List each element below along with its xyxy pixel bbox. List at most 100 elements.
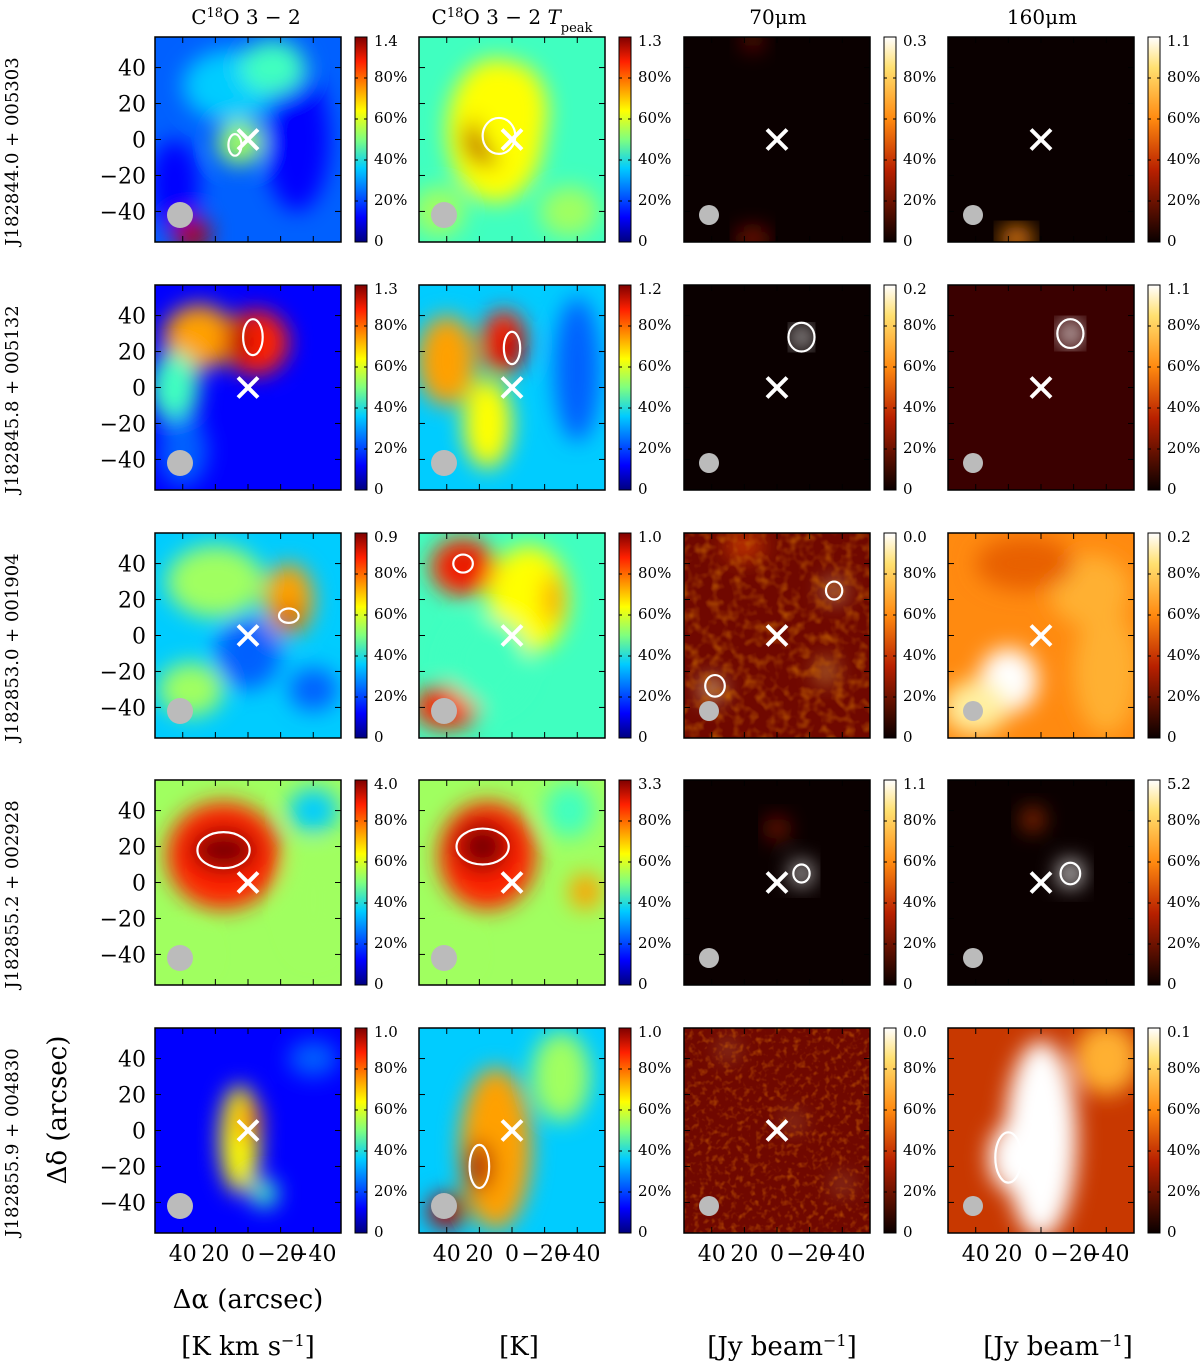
x-tick-label: −20 [257, 1242, 303, 1267]
contour-line [468, 1143, 491, 1190]
colorbar-percent-label: 20% [1167, 934, 1200, 952]
colorbar-percent-label: 60% [638, 1100, 671, 1118]
row-label-source-5: J182855.9 + 004830 [2, 1048, 23, 1238]
contour-line [704, 673, 726, 698]
panel-ticks [684, 780, 870, 985]
x-tick-label: 40 [169, 1242, 197, 1267]
colorbar-r4-c4: 5.2 80% 60% 40% 20% 0 [1147, 775, 1200, 993]
colorbar-percent-label: 20% [903, 439, 936, 457]
panel-ticks [155, 533, 341, 738]
y-axis-label: Δδ (arcsec) [43, 1036, 73, 1185]
colorbar-percent-label: 80% [638, 811, 671, 829]
colorbar-percent-label: 60% [1167, 852, 1200, 870]
colorbar-percent-label: 80% [374, 564, 407, 582]
emission-blob [736, 229, 769, 242]
beam-ellipse [431, 1193, 457, 1219]
beam-ellipse [699, 701, 719, 721]
colorbar-percent-label: 40% [903, 398, 936, 416]
emission-blob [239, 40, 306, 95]
beam-ellipse [431, 450, 457, 476]
colorbar-max-label: 0.3 [903, 32, 927, 50]
beam-ellipse [167, 698, 193, 724]
emission-blob [1023, 808, 1043, 831]
y-tick-label: −20 [100, 660, 146, 685]
x-tick-label: 40 [962, 1242, 990, 1267]
map-panel-r2-c1 [154, 284, 342, 491]
colorbar-percent-label: 40% [638, 150, 671, 168]
map-panel-r2-c4 [947, 284, 1135, 491]
emission-blob [1073, 608, 1134, 735]
row-label-source-2: J182845.8 + 005132 [2, 305, 23, 495]
colorbar-r5-c1: 1.0 80% 60% 40% 20% 0 [354, 1023, 407, 1241]
map-panel-r4-c1 [154, 779, 342, 986]
colorbar-percent-label: 20% [638, 1182, 671, 1200]
colorbar-max-label: 1.2 [638, 280, 662, 298]
colorbar-percent-label: 40% [903, 1141, 936, 1159]
colorbar-percent-label: 80% [903, 316, 936, 334]
y-tick-label: 20 [118, 836, 146, 861]
x-tick-label: −40 [1083, 1242, 1129, 1267]
column-header-1: C18O 3 − 2 [191, 5, 301, 29]
colorbar-percent-label: 20% [903, 687, 936, 705]
x-tick-label: 40 [698, 1242, 726, 1267]
emission-blob [554, 297, 601, 442]
colorbar-scale [618, 779, 632, 986]
unit-label-3: [Jy beam−1] [707, 1331, 856, 1363]
colorbar-percent-label: 40% [638, 646, 671, 664]
colorbar-percent-label: 40% [1167, 150, 1200, 168]
colorbar-percent-label: 20% [638, 934, 671, 952]
emission-blob [419, 315, 477, 406]
colorbar-scale [354, 284, 368, 491]
colorbar-scale [1147, 779, 1161, 986]
panel-ticks [948, 1028, 1134, 1233]
emission-blob [251, 1179, 278, 1208]
beam-ellipse [167, 1193, 193, 1219]
y-tick-label: 20 [118, 341, 146, 366]
source-position-marker [765, 1119, 789, 1142]
row-label-source-1: J182844.0 + 005303 [2, 57, 23, 247]
colorbar-r1-c2: 1.3 80% 60% 40% 20% 0 [618, 32, 671, 250]
emission-blob [264, 67, 330, 212]
column-header-3: 70μm [749, 5, 806, 29]
x-tick-label: −20 [786, 1242, 832, 1267]
panel-ticks [155, 780, 341, 985]
source-position-marker [500, 624, 524, 647]
emission-blob [791, 862, 812, 885]
emission-blob [288, 788, 338, 833]
emission-blob [1000, 225, 1033, 242]
map-panel-r3-c1 [154, 532, 342, 739]
emission-blob [767, 817, 787, 840]
beam-ellipse [699, 453, 719, 473]
unit-label-2: [K] [499, 1332, 539, 1362]
colorbar-scale [618, 284, 632, 491]
colorbar-percent-label: 40% [903, 646, 936, 664]
x-tick-label: 0 [241, 1242, 255, 1267]
y-tick-label: 40 [118, 1048, 146, 1073]
source-position-marker [236, 624, 260, 647]
emission-blob [543, 574, 563, 625]
x-tick-label: −40 [819, 1242, 865, 1267]
colorbar-percent-label: 80% [903, 811, 936, 829]
colorbar-zero-label: 0 [374, 728, 384, 746]
colorbar-scale [618, 1027, 632, 1234]
beam-ellipse [167, 202, 193, 228]
y-tick-label: 40 [118, 57, 146, 82]
colorbar-scale [354, 779, 368, 986]
colorbar-zero-label: 0 [903, 1223, 913, 1241]
beam-ellipse [167, 450, 193, 476]
source-position-marker [500, 128, 524, 151]
source-position-marker [1029, 376, 1053, 399]
source-position-marker [236, 376, 260, 399]
colorbar-r5-c4: 0.1 80% 60% 40% 20% 0 [1147, 1023, 1200, 1241]
colorbar-zero-label: 0 [1167, 480, 1177, 498]
colorbar-percent-label: 20% [1167, 191, 1200, 209]
y-tick-label: 40 [118, 553, 146, 578]
colorbar-percent-label: 80% [1167, 316, 1200, 334]
panel-ticks [155, 285, 341, 490]
emission-blob [280, 405, 341, 478]
colorbar-percent-label: 40% [638, 1141, 671, 1159]
beam-ellipse [699, 1196, 719, 1216]
y-tick-label: 40 [118, 800, 146, 825]
emission-blob [234, 1099, 262, 1144]
colorbar-percent-label: 60% [1167, 1100, 1200, 1118]
